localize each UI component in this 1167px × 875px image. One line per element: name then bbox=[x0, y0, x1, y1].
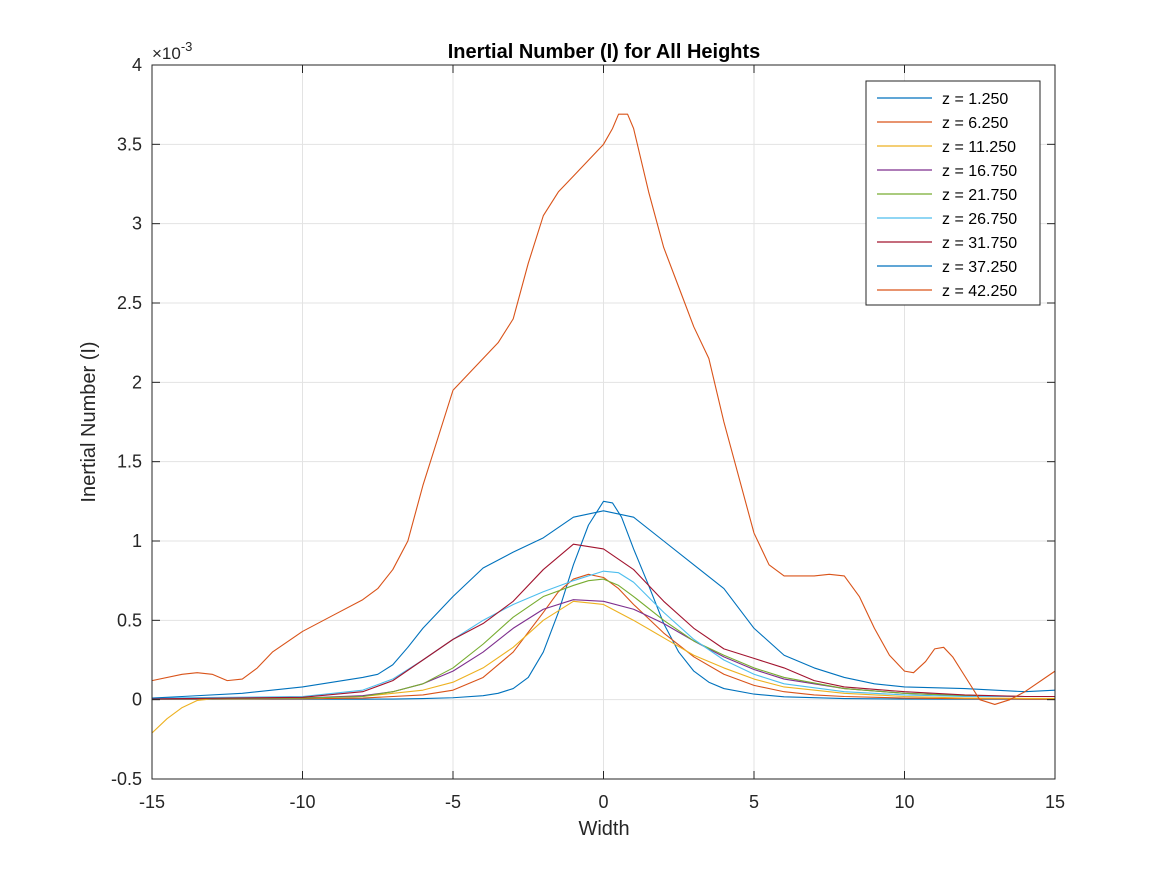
y-tick-label: 0 bbox=[132, 690, 142, 710]
x-tick-label: 0 bbox=[598, 792, 608, 812]
series-line-7 bbox=[151, 543, 1055, 700]
x-axis-label: Width bbox=[578, 818, 629, 840]
y-tick-labels: -0.5 0 0.5 1 1.5 2 2.5 3 3.5 4 bbox=[111, 55, 142, 789]
axis-ticks bbox=[151, 64, 1056, 780]
y-tick-label: 3.5 bbox=[117, 134, 142, 154]
legend-entry: z = 1.250 bbox=[942, 91, 1008, 108]
series-group bbox=[151, 113, 1056, 734]
legend-box bbox=[865, 80, 1041, 306]
legend-entry: z = 37.250 bbox=[942, 259, 1017, 276]
x-tick-label: 5 bbox=[749, 792, 759, 812]
y-tick-label: 3 bbox=[132, 214, 142, 234]
y-tick-label: 0.5 bbox=[117, 610, 142, 630]
y-tick-label: 1 bbox=[132, 531, 142, 551]
series-line-5 bbox=[151, 578, 1055, 700]
legend-items: z = 1.250 z = 6.250 z = 11.250 z = 16.750 z … bbox=[877, 91, 1017, 300]
x-tick-label: -10 bbox=[289, 792, 315, 812]
y-tick-label: 2.5 bbox=[117, 293, 142, 313]
y-tick-label: 2 bbox=[132, 372, 142, 392]
y-exponent-label: ×10-3 bbox=[152, 39, 192, 63]
x-tick-label: 10 bbox=[894, 792, 914, 812]
y-axis-label: Inertial Number (I) bbox=[78, 341, 100, 502]
series-line-8 bbox=[151, 510, 1056, 699]
chart-title: Inertial Number (I) for All Heights bbox=[448, 41, 761, 63]
legend-entry: z = 6.250 bbox=[942, 115, 1008, 132]
y-tick-label: 4 bbox=[132, 55, 142, 75]
series-line-9 bbox=[151, 113, 1056, 705]
legend-entry: z = 21.750 bbox=[942, 187, 1017, 204]
legend: z = 1.250 z = 6.250 z = 11.250 z = 16.750 z … bbox=[865, 80, 1041, 306]
x-tick-label: -5 bbox=[445, 792, 461, 812]
legend-entry: z = 31.750 bbox=[942, 235, 1017, 252]
legend-entry: z = 42.250 bbox=[942, 283, 1017, 300]
x-tick-label: -15 bbox=[139, 792, 165, 812]
legend-entry: z = 26.750 bbox=[942, 211, 1017, 228]
x-tick-label: 15 bbox=[1045, 792, 1065, 812]
x-tick-labels: -15 -10 -5 0 5 10 15 bbox=[139, 792, 1065, 812]
series-line-1 bbox=[151, 500, 1055, 700]
y-tick-label: 1.5 bbox=[117, 452, 142, 472]
y-tick-label: -0.5 bbox=[111, 769, 142, 789]
series-line-2 bbox=[151, 573, 1056, 700]
legend-entry: z = 11.250 bbox=[942, 139, 1016, 156]
legend-entry: z = 16.750 bbox=[942, 163, 1017, 180]
